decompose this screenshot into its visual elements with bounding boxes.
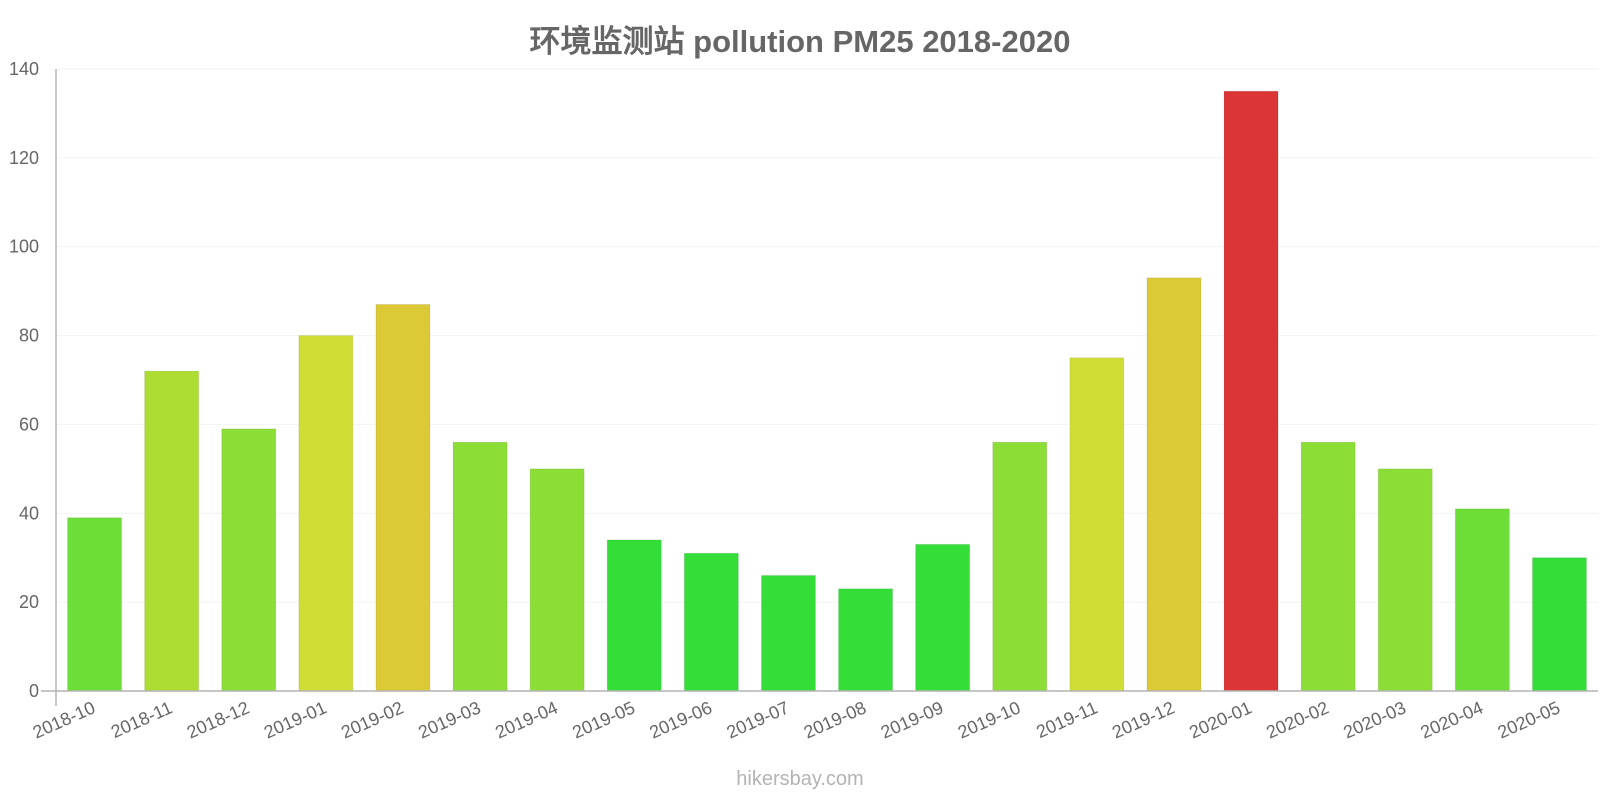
bar-2019-05[interactable]: 2019-05: 34	[606, 539, 662, 692]
x-tick-label: 2018-12	[184, 697, 252, 742]
bar-2019-04[interactable]: 2019-04: 50	[529, 468, 585, 692]
y-tick-label: 100	[9, 237, 39, 257]
y-tick-label: 80	[19, 326, 39, 346]
x-tick-label: 2019-05	[569, 697, 637, 742]
y-tick-label: 120	[9, 148, 39, 168]
x-tick-label: 2020-02	[1263, 697, 1331, 742]
bar-2020-02[interactable]: 2020-02: 56	[1300, 441, 1356, 692]
x-tick-label: 2019-08	[801, 697, 869, 742]
x-tick-label: 2020-04	[1417, 697, 1485, 742]
bar-2019-09[interactable]: 2019-09: 33	[915, 543, 971, 692]
x-tick-label: 2019-07	[724, 697, 792, 742]
x-tick-label: 2019-09	[878, 697, 946, 742]
bar-2020-01[interactable]: 2020-01: 135	[1223, 90, 1279, 692]
x-tick-label: 2019-01	[261, 697, 329, 742]
bar-2020-03[interactable]: 2020-03: 50	[1377, 468, 1433, 692]
bar-2019-01[interactable]: 2019-01: 80	[298, 335, 354, 692]
bar-2019-07[interactable]: 2019-07: 26	[760, 574, 816, 692]
bars: 2018-10: 39 2018-11: 72 2018-12: 59 2019-01…	[67, 90, 1587, 692]
bar-2019-11[interactable]: 2019-11: 75	[1069, 357, 1125, 692]
bar-2020-04[interactable]: 2020-04: 41	[1454, 508, 1510, 692]
x-tick-label: 2018-10	[30, 697, 98, 742]
chart-title: 环境监测站 pollution PM25 2018-2020	[529, 24, 1071, 59]
watermark: hikersbay.com	[736, 768, 864, 790]
x-tick-label: 2019-03	[415, 697, 483, 742]
x-tick-label: 2019-04	[492, 697, 560, 742]
bar-2018-12[interactable]: 2018-12: 59	[221, 428, 277, 692]
bar-2019-08[interactable]: 2019-08: 23	[838, 588, 894, 692]
x-tick-label: 2019-10	[955, 697, 1023, 742]
bar-2018-10[interactable]: 2018-10: 39	[67, 517, 123, 692]
y-tick-label: 140	[9, 59, 39, 79]
bar-2019-03[interactable]: 2019-03: 56	[452, 441, 508, 692]
x-tick-label: 2019-06	[646, 697, 714, 742]
y-tick-label: 0	[29, 681, 39, 701]
x-axis: 2018-10 2018-11 2018-12 2019-01 2019-02 2019-…	[30, 690, 1598, 743]
x-tick-label: 2020-01	[1186, 697, 1254, 742]
bar-2020-05[interactable]: 2020-05: 30	[1531, 557, 1587, 692]
bar-2018-11[interactable]: 2018-11: 72	[144, 370, 200, 692]
gridlines	[56, 68, 1598, 603]
x-tick-label: 2018-11	[108, 697, 175, 742]
x-tick-label: 2019-11	[1033, 697, 1100, 742]
x-tick-label: 2020-03	[1340, 697, 1408, 742]
bar-2019-10[interactable]: 2019-10: 56	[992, 441, 1048, 692]
y-tick-label: 20	[19, 592, 39, 612]
bar-2019-12[interactable]: 2019-12: 93	[1146, 277, 1202, 692]
x-tick-label: 2019-02	[338, 697, 406, 742]
bar-2019-02[interactable]: 2019-02: 87	[375, 303, 431, 692]
y-axis: 0 20 40 60 80 100 120 140	[9, 59, 57, 706]
x-tick-label: 2019-12	[1109, 697, 1177, 742]
bar-2019-06[interactable]: 2019-06: 31	[683, 552, 739, 692]
y-tick-label: 40	[19, 503, 39, 523]
y-tick-label: 60	[19, 414, 39, 434]
x-tick-label: 2020-05	[1495, 697, 1563, 742]
